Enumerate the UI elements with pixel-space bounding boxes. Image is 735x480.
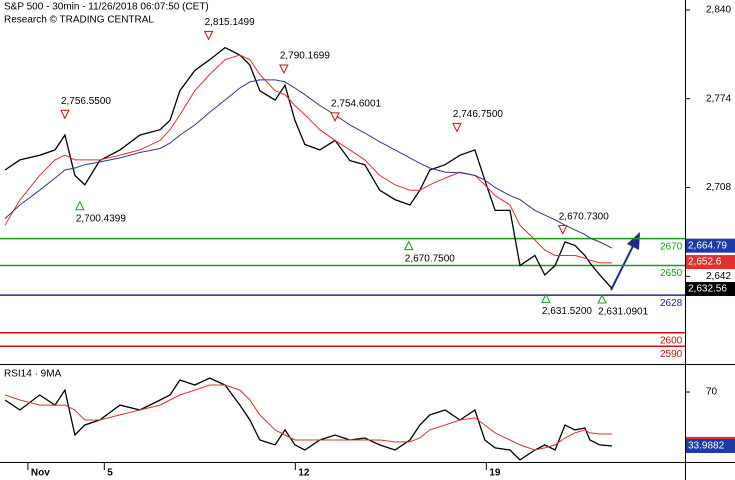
value-tag [686, 255, 735, 270]
high-label: 2,790.1699 [280, 51, 330, 62]
high-marker [557, 225, 568, 235]
y-tick-label: 2,642 [706, 271, 731, 282]
low-marker [403, 240, 414, 251]
low-label: 2,631.5200 [542, 306, 592, 317]
arrow-shaft [610, 243, 635, 291]
series-line [4, 46, 613, 289]
value-tag [686, 282, 735, 297]
y-tick-label: 2,774 [706, 93, 731, 104]
level-label: 2670 [660, 241, 683, 252]
value-tag-label: 2,652.6 [688, 257, 722, 268]
arrow [610, 232, 640, 291]
high-label: 2,754.6001 [331, 98, 381, 109]
high-marker [279, 64, 289, 75]
high-label: 2,815.1499 [205, 17, 255, 28]
rsi-title: RSI14 · 9MA [4, 369, 62, 380]
series-line [4, 79, 613, 249]
chart-title: S&P 500 - 30min - 11/26/2018 06:07:50 (C… [4, 2, 209, 13]
low-label: 2,670.7500 [405, 253, 455, 264]
level-label: 2650 [660, 268, 683, 279]
level-label: 2628 [660, 298, 683, 309]
series-line [4, 54, 612, 264]
level-label: 2590 [660, 349, 683, 360]
x-tick-label: Nov [31, 468, 50, 479]
x-tick-label: 5 [107, 468, 113, 479]
low-label: 2,700.4399 [76, 213, 126, 224]
high-label: 2,746.7500 [453, 109, 503, 120]
high-marker [203, 30, 214, 41]
x-tick-label: 19 [489, 468, 501, 479]
value-tag [686, 438, 735, 453]
level-label: 2600 [660, 335, 683, 346]
high-label: 2,756.5500 [61, 96, 111, 107]
chart-subtitle: Research © TRADING CENTRAL [4, 15, 154, 26]
y-tick-label: 2,840 [706, 5, 731, 16]
value-tag-label: 33.9882 [688, 441, 725, 452]
series-line [4, 384, 612, 451]
high-marker [452, 122, 462, 133]
y-tick-label: 2,708 [706, 182, 731, 193]
arrow-head [627, 232, 640, 250]
high-label: 2,670.7300 [559, 211, 609, 222]
value-tag-label: 2,664.79 [688, 240, 727, 251]
value-tag-label: 2,632.56 [688, 284, 727, 295]
high-marker [60, 109, 70, 120]
low-label: 2,631.0901 [598, 307, 648, 318]
low-marker [75, 200, 85, 211]
value-tag [686, 238, 735, 253]
y-tick-label: 70 [706, 387, 718, 398]
x-tick-label: 12 [298, 468, 310, 479]
high-marker [330, 112, 340, 122]
low-marker [597, 293, 607, 304]
low-marker [541, 293, 551, 303]
